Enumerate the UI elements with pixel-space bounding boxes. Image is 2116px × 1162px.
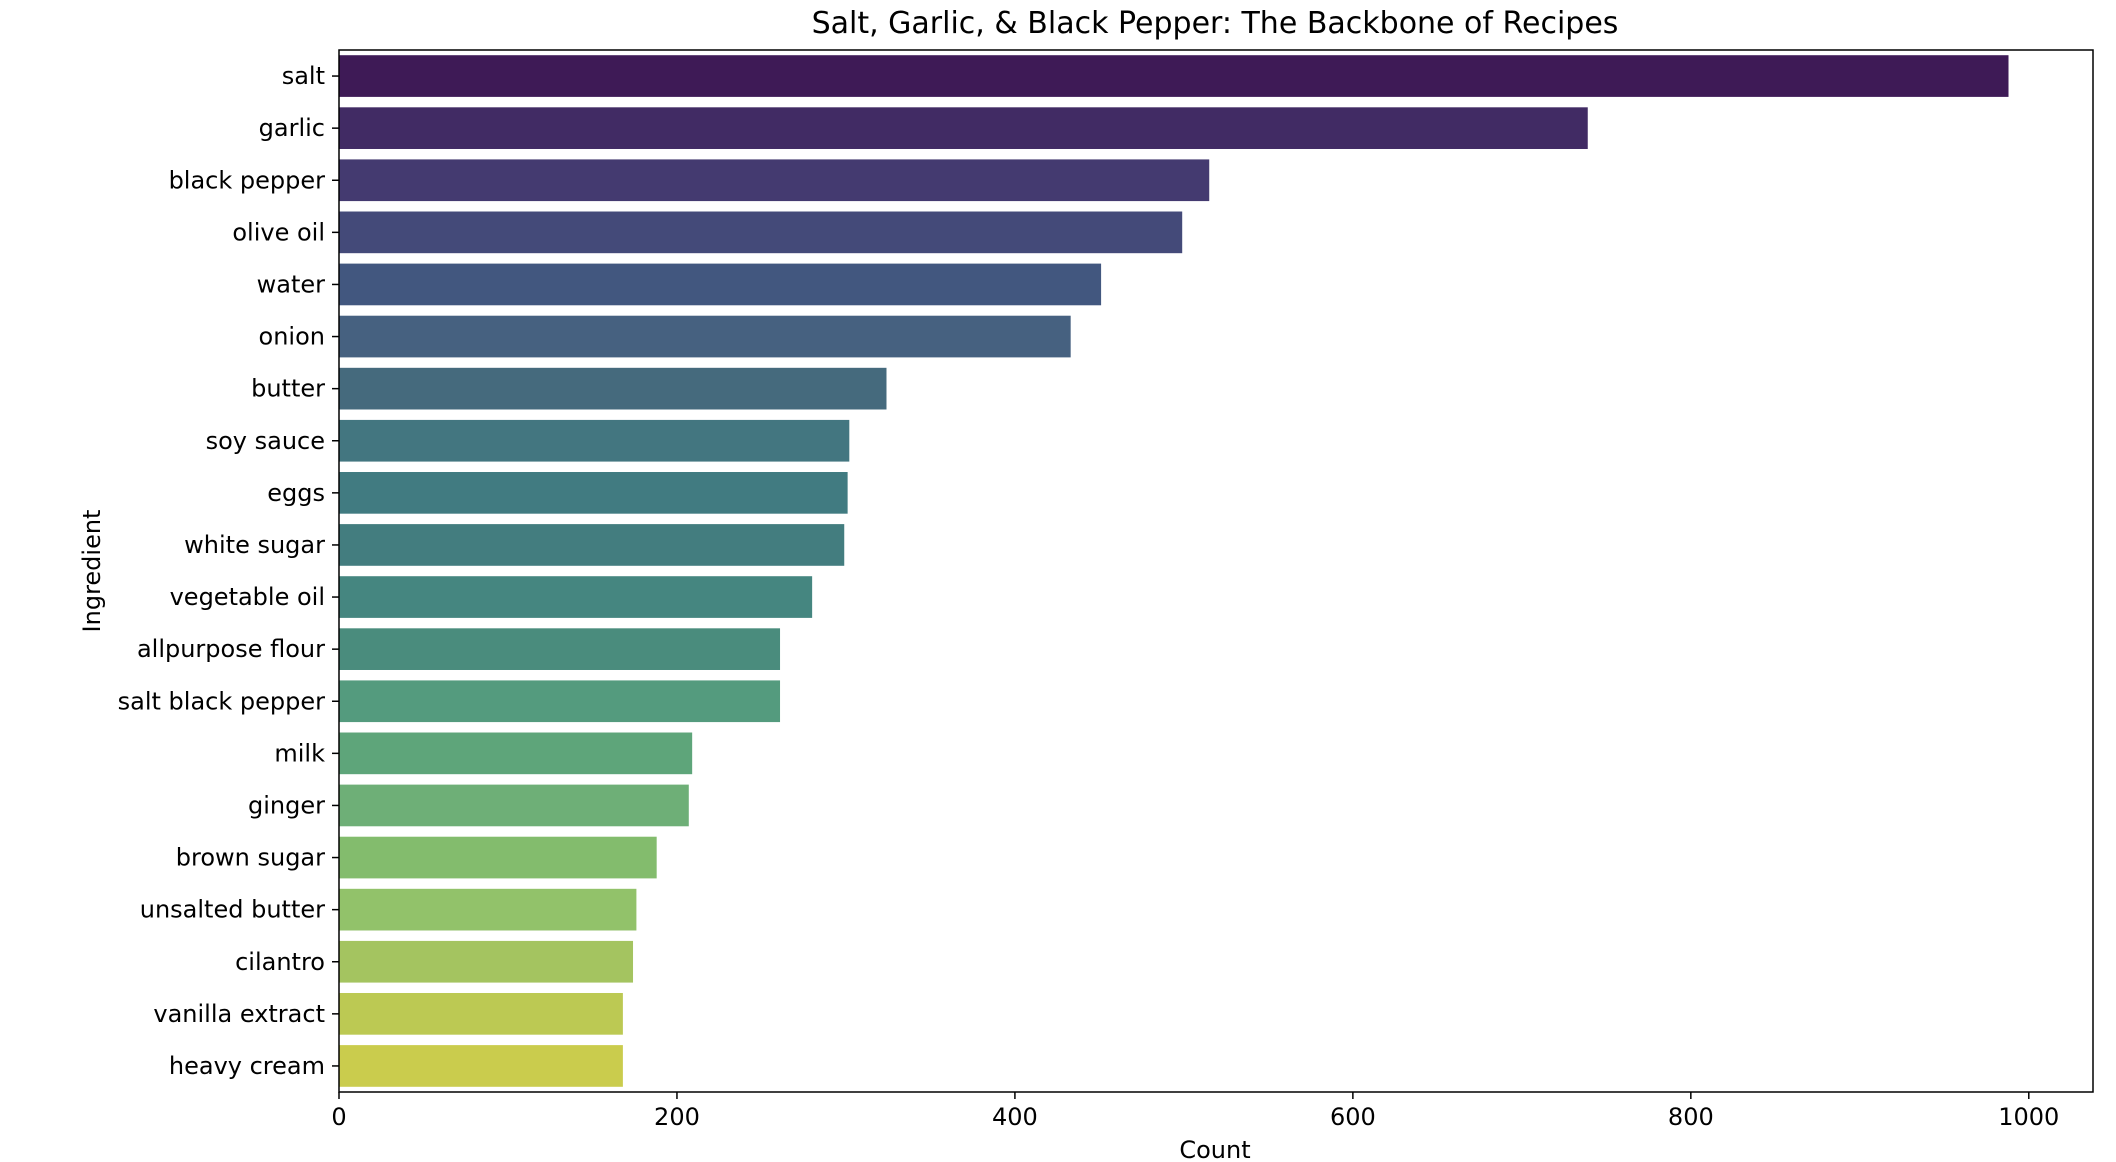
bar-vanilla-extract bbox=[339, 993, 623, 1035]
y-tick-label: salt black pepper bbox=[118, 687, 325, 715]
y-tick-label: salt bbox=[282, 62, 325, 90]
x-axis-label: Count bbox=[1179, 1136, 1250, 1162]
chart-title: Salt, Garlic, & Black Pepper: The Backbo… bbox=[812, 6, 1619, 41]
bar-black-pepper bbox=[339, 159, 1210, 202]
y-tick-label: unsalted butter bbox=[140, 896, 325, 924]
y-tick-label: white sugar bbox=[184, 531, 325, 559]
y-tick-label: eggs bbox=[267, 479, 325, 507]
bar-salt-black-pepper bbox=[339, 680, 781, 723]
y-tick-label: ginger bbox=[248, 791, 325, 819]
y-tick-label: cilantro bbox=[235, 948, 325, 976]
y-tick-label: butter bbox=[251, 375, 325, 403]
y-tick-label: vanilla extract bbox=[153, 1000, 325, 1028]
y-tick-label: garlic bbox=[259, 114, 325, 142]
y-tick-label: allpurpose flour bbox=[137, 635, 325, 663]
bar-garlic bbox=[339, 107, 1588, 149]
bar-heavy-cream bbox=[339, 1045, 623, 1087]
bar-white-sugar bbox=[339, 524, 845, 566]
bar-eggs bbox=[339, 472, 848, 514]
bar-soy-sauce bbox=[339, 419, 850, 462]
y-tick-label: heavy cream bbox=[169, 1052, 325, 1080]
bar-allpurpose-flour bbox=[339, 628, 781, 670]
bar-salt bbox=[339, 55, 2009, 97]
y-tick-label: brown sugar bbox=[176, 844, 325, 872]
bar-olive-oil bbox=[339, 211, 1183, 254]
y-tick-label: water bbox=[257, 270, 326, 298]
y-axis-label: Ingredient bbox=[78, 510, 106, 633]
plot-area-frame bbox=[338, 49, 2094, 1093]
y-axis-ticks: salt garlic black pepper olive oil water onio… bbox=[118, 62, 339, 1080]
bar-milk bbox=[339, 732, 693, 775]
bar-brown-sugar bbox=[339, 836, 657, 879]
x-tick-label: 200 bbox=[654, 1103, 700, 1131]
x-tick-label: 1000 bbox=[1998, 1103, 2059, 1131]
bar-cilantro bbox=[339, 940, 634, 983]
bar-butter bbox=[339, 367, 887, 410]
bars-group bbox=[339, 55, 2009, 1087]
y-tick-label: olive oil bbox=[232, 218, 325, 246]
y-tick-label: milk bbox=[274, 739, 325, 767]
x-tick-label: 0 bbox=[331, 1103, 346, 1131]
y-tick-label: soy sauce bbox=[206, 427, 325, 455]
bar-unsalted-butter bbox=[339, 888, 637, 931]
x-tick-label: 600 bbox=[1330, 1103, 1376, 1131]
bar-ginger bbox=[339, 784, 689, 827]
y-tick-label: onion bbox=[259, 323, 325, 351]
bar-water bbox=[339, 263, 1102, 306]
x-tick-label: 800 bbox=[1668, 1103, 1714, 1131]
x-axis-ticks: 0 200 400 600 800 1000 bbox=[331, 1092, 2059, 1131]
bar-vegetable-oil bbox=[339, 576, 813, 618]
bar-onion bbox=[339, 315, 1071, 358]
y-tick-label: vegetable oil bbox=[170, 583, 325, 611]
y-tick-label: black pepper bbox=[169, 166, 326, 194]
x-tick-label: 400 bbox=[992, 1103, 1038, 1131]
